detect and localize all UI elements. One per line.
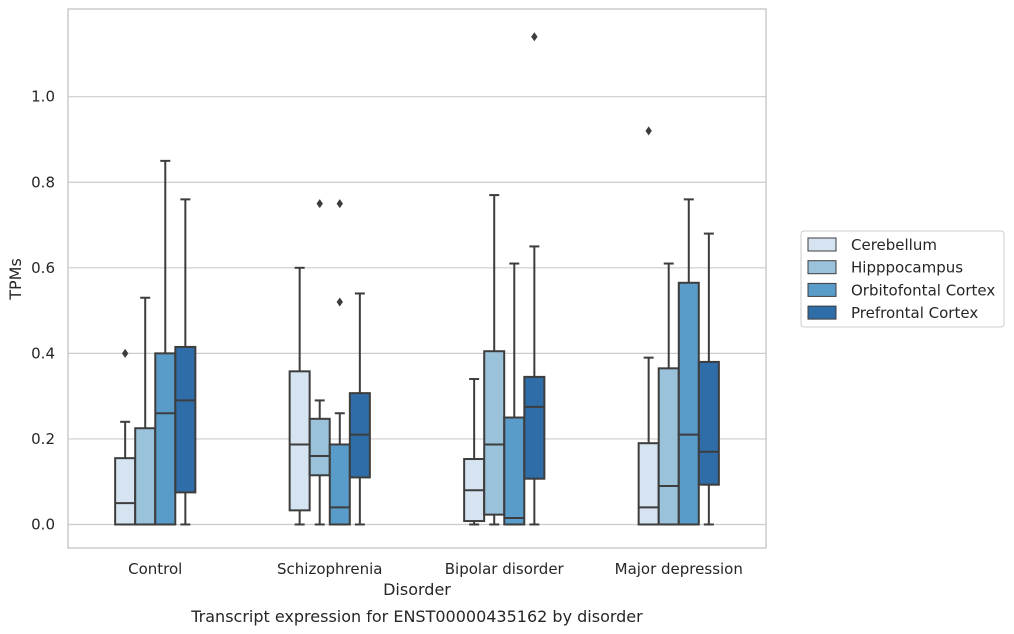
box-group	[463, 32, 546, 526]
box	[328, 199, 351, 526]
x-tick-label: Bipolar disorder	[445, 560, 565, 578]
box-body	[677, 281, 700, 526]
box-groups	[114, 32, 720, 526]
box-group	[114, 159, 197, 526]
box-body	[308, 417, 331, 477]
plot-frame	[67, 8, 767, 549]
box	[483, 194, 506, 526]
outlier-point	[121, 348, 129, 358]
x-axis-ticks: Control Schizophrenia Bipolar disorder Majo…	[128, 560, 743, 578]
y-axis-ticks: 0.0 0.2 0.4 0.6 0.8 1.0	[31, 88, 55, 534]
box	[697, 232, 720, 526]
outlier-point	[645, 126, 652, 136]
y-tick-label: 0.8	[31, 173, 55, 191]
box	[503, 262, 526, 526]
box	[308, 199, 331, 526]
box	[288, 266, 311, 526]
box-group	[288, 199, 371, 526]
outlier-point	[316, 199, 323, 209]
box	[463, 378, 486, 526]
box	[134, 296, 157, 526]
x-tick-label: Schizophrenia	[277, 560, 382, 578]
y-tick-label: 0.6	[31, 259, 55, 277]
legend-label: Hipppocampus	[851, 259, 963, 277]
legend-swatch	[807, 237, 837, 252]
box	[523, 32, 546, 526]
box	[637, 126, 660, 526]
y-tick-label: 0.0	[31, 515, 55, 533]
box-body	[114, 457, 137, 526]
chart-caption: Transcript expression for ENST0000043516…	[190, 607, 643, 626]
outlier-point	[336, 199, 343, 209]
x-tick-label: Control	[128, 560, 182, 578]
x-tick-label: Major depression	[615, 560, 743, 578]
y-tick-label: 0.2	[31, 430, 55, 448]
box-body	[637, 442, 660, 526]
y-tick-label: 0.4	[31, 344, 55, 362]
y-axis-label: TPMs	[6, 258, 25, 301]
legend-frame	[800, 230, 1005, 328]
legend-swatch	[807, 282, 837, 297]
legend-label: Cerebellum	[851, 236, 937, 254]
box	[154, 159, 177, 526]
box-body	[503, 416, 526, 526]
box	[657, 262, 680, 526]
box-body	[328, 443, 351, 526]
x-axis-label: Disorder	[383, 580, 451, 599]
legend: Cerebellum Hipppocampus Orbitofontal Corte…	[800, 230, 1005, 328]
legend-swatch	[807, 305, 837, 320]
box	[348, 292, 371, 526]
box-body	[134, 427, 157, 526]
box-body	[523, 375, 546, 480]
box	[174, 198, 197, 526]
box-body	[697, 360, 720, 486]
box-body	[174, 345, 197, 494]
box-body	[288, 370, 311, 512]
y-tick-label: 1.0	[31, 88, 55, 106]
legend-swatch	[807, 260, 837, 275]
box-body	[657, 367, 680, 526]
box	[677, 198, 700, 526]
outlier-point	[531, 32, 538, 42]
box	[114, 348, 137, 526]
legend-label: Orbitofontal Cortex	[851, 281, 995, 299]
legend-label: Prefrontal Cortex	[851, 304, 978, 322]
box-group	[637, 126, 720, 526]
box-body	[483, 350, 506, 516]
outlier-point	[336, 297, 343, 307]
box-body	[154, 352, 177, 526]
